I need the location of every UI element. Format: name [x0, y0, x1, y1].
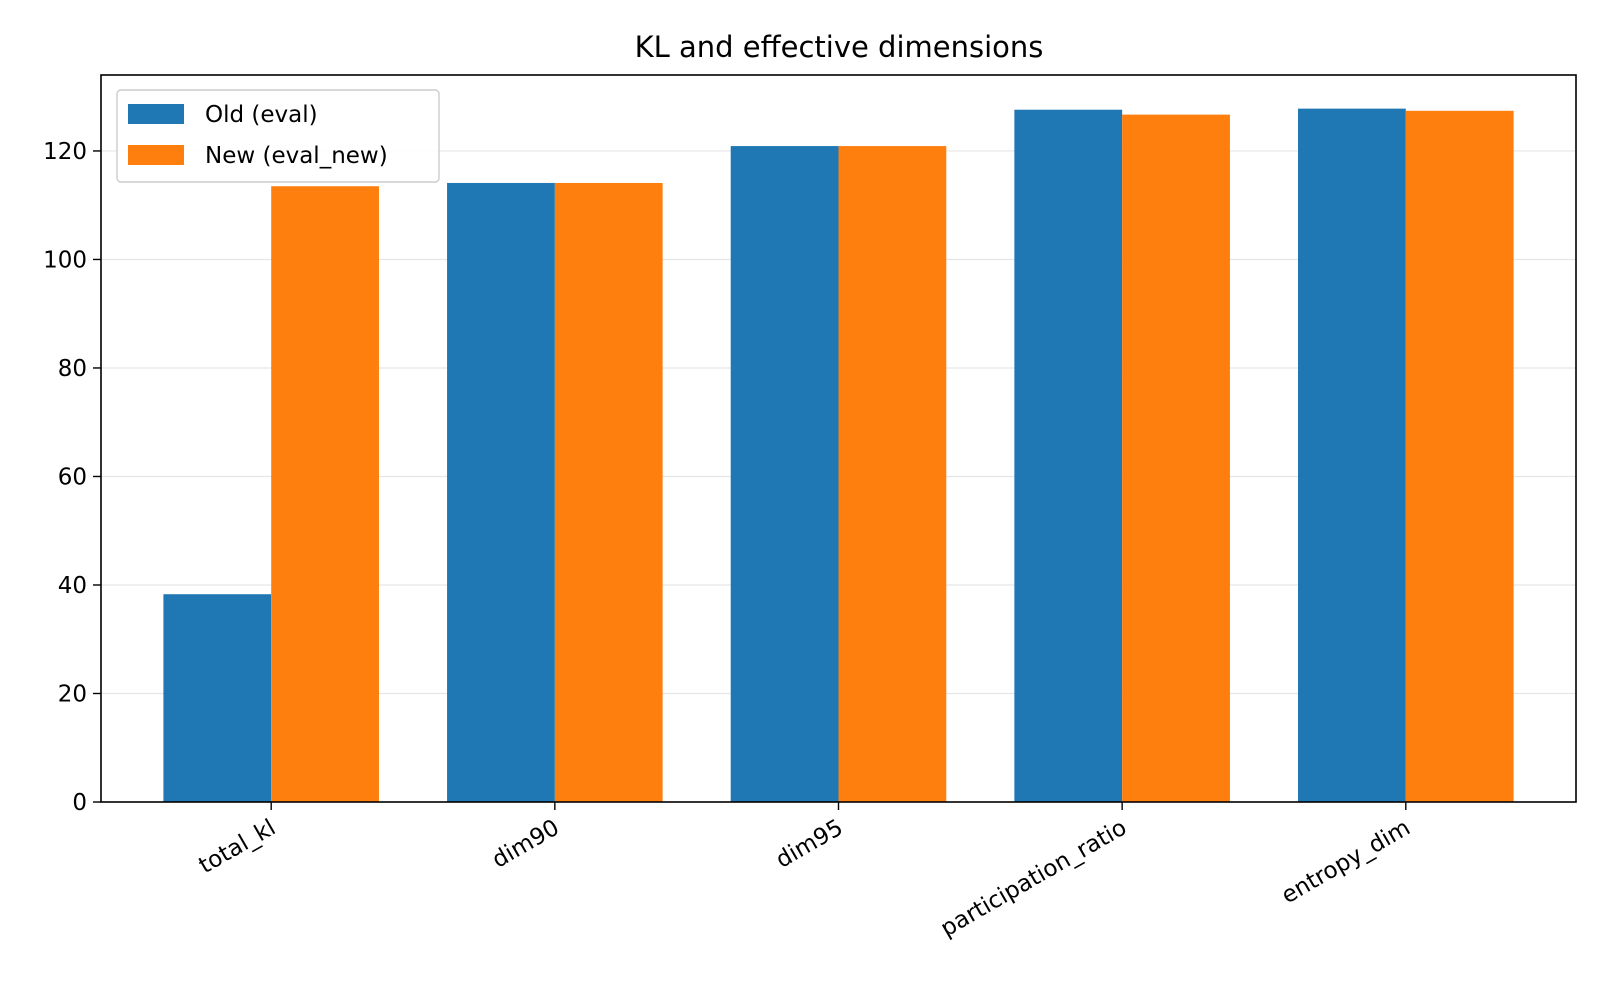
bar-entropy_dim-old — [1298, 108, 1406, 802]
y-tick-label: 120 — [43, 139, 87, 165]
y-tick-label: 0 — [72, 790, 87, 816]
y-tick-label: 100 — [43, 247, 87, 273]
bars — [163, 108, 1514, 803]
y-tick-label: 60 — [58, 464, 87, 490]
legend-label: New (eval_new) — [205, 143, 388, 169]
legend-label: Old (eval) — [205, 102, 318, 128]
legend: Old (eval) New (eval_new) — [116, 89, 440, 183]
bar-total_kl-new — [271, 186, 379, 802]
bar-participation_ratio-old — [1014, 109, 1123, 802]
x-tick-label: entropy_dim — [1277, 815, 1415, 909]
x-tick-label: dim95 — [772, 815, 848, 874]
legend-box — [116, 89, 440, 183]
y-tick-label: 40 — [58, 573, 87, 599]
chart-title: KL and effective dimensions — [635, 30, 1044, 64]
bar-dim90-old — [447, 182, 555, 803]
bar-participation_ratio-new — [1122, 114, 1230, 802]
x-tick-label: total_kl — [195, 815, 281, 879]
y-tick-label: 80 — [58, 356, 87, 382]
legend-swatch — [128, 145, 184, 165]
bar-dim95-new — [838, 146, 947, 802]
bar-total_kl-old — [163, 594, 272, 802]
y-tick-label: 20 — [58, 681, 87, 707]
legend-swatch — [128, 104, 184, 124]
x-tick-label: participation_ratio — [936, 815, 1131, 942]
bar-entropy_dim-new — [1405, 110, 1514, 802]
x-tick-label: dim90 — [488, 815, 564, 874]
bar-dim95-old — [730, 146, 839, 802]
bar-dim90-new — [554, 182, 663, 803]
